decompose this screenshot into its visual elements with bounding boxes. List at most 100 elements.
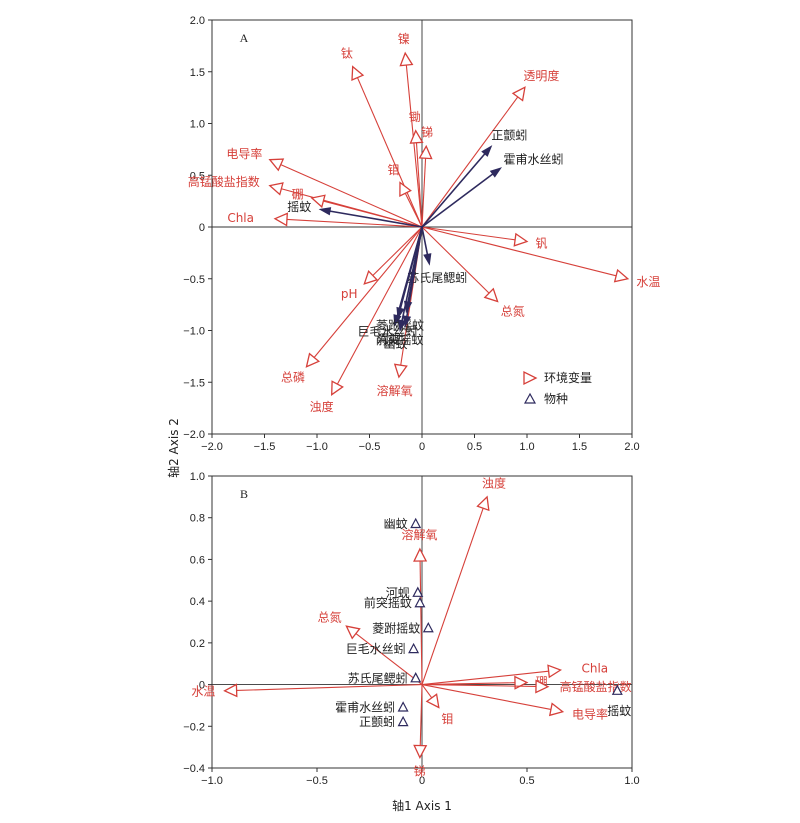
env-label: 浊度 — [482, 476, 506, 491]
legend-species-label: 物种 — [544, 392, 568, 406]
species-label: 摇蚊 — [287, 199, 311, 214]
env-label: 溶解氧 — [377, 383, 413, 398]
env-vector-高锰酸盐指数 — [421, 679, 550, 694]
legend-env-label: 环境变量 — [544, 370, 592, 385]
env-label: 溶解氧 — [401, 527, 437, 542]
panel-a-ytick-label: −2.0 — [183, 429, 205, 441]
species-vector-河蚬 — [393, 226, 423, 327]
env-vector-电导率 — [421, 684, 565, 717]
env-vector-溶解氧 — [413, 547, 428, 685]
env-arrow-line — [356, 77, 423, 228]
y-axis-label: 轴2 Axis 2 — [166, 418, 181, 478]
env-arrow-line — [421, 226, 617, 277]
species-arrowhead — [423, 253, 432, 266]
env-label: Chla — [581, 662, 608, 676]
x-axis-label: 轴1 Axis 1 — [392, 798, 452, 813]
species-arrow-line — [396, 226, 423, 316]
species-point-河蚬 — [412, 586, 424, 597]
panel-b-ytick-label: −0.2 — [183, 721, 205, 733]
env-label: Chla — [227, 211, 254, 225]
env-arrowhead — [409, 129, 424, 144]
env-vector-镍 — [399, 51, 423, 228]
panel-b-xtick-label: 0.5 — [519, 775, 534, 787]
env-vector-锑 — [413, 684, 428, 760]
env-arrowhead — [547, 664, 563, 679]
species-arrowhead — [402, 315, 412, 328]
env-label: pH — [341, 287, 358, 301]
species-point-label: 正颤蚓 — [359, 714, 395, 729]
legend-species-marker — [523, 392, 537, 404]
species-vector-正颤蚓 — [421, 145, 493, 228]
panel-a-xtick-label: −0.5 — [359, 441, 381, 453]
env-label: 钼 — [387, 163, 399, 177]
species-point-菱跗摇蚊 — [422, 621, 434, 633]
env-arrowhead — [483, 287, 499, 303]
env-label: 高锰酸盐指数 — [188, 174, 260, 189]
env-label: 高锰酸盐指数 — [560, 679, 632, 694]
species-point-label: 河蚬 — [386, 585, 410, 600]
env-label: 锑 — [421, 125, 433, 139]
env-arrow-line — [280, 164, 423, 228]
env-vector-Chla — [421, 664, 563, 686]
env-label: 总磷 — [281, 370, 305, 385]
panel-a-xtick-label: −2.0 — [201, 441, 223, 453]
env-arrow-line — [415, 142, 423, 228]
env-arrow-line — [323, 200, 423, 228]
species-point-label: 前突摇蚊 — [364, 595, 412, 610]
env-arrow-line — [355, 633, 423, 686]
env-arrow-line — [421, 508, 484, 685]
panel-a-ytick-label: 1.5 — [190, 67, 205, 79]
panel-b-ytick-label: 0 — [199, 680, 205, 692]
env-arrow-line — [419, 560, 423, 685]
species-arrow-line — [421, 226, 429, 255]
species-vector-摇蚊 — [318, 207, 423, 228]
species-label: 正颤蚓 — [491, 128, 527, 143]
panel-b-ytick-label: −0.4 — [183, 763, 205, 775]
env-label: 总氮 — [318, 610, 342, 625]
species-point-label: 摇蚊 — [607, 703, 631, 718]
env-vector-钼 — [399, 181, 423, 228]
env-arrow-line — [421, 684, 552, 710]
env-label: 透明度 — [523, 68, 559, 83]
env-vector-总氮 — [421, 226, 499, 303]
env-arrowhead — [418, 144, 433, 160]
env-arrowhead — [514, 675, 529, 690]
env-vector-钛 — [351, 65, 423, 228]
panel-a-xtick-label: −1.0 — [306, 441, 328, 453]
species-label: 河蚬 — [377, 331, 401, 346]
panel-a-ytick-label: 1.0 — [190, 119, 205, 131]
species-point-幽蚊 — [410, 517, 422, 529]
env-label: 钼 — [441, 712, 453, 726]
env-vector-总氮 — [345, 625, 423, 686]
species-point-摇蚊 — [611, 684, 623, 695]
species-point-正颤蚓 — [397, 715, 409, 727]
env-label: 浊度 — [310, 399, 334, 414]
env-label: 水温 — [191, 684, 215, 698]
panel-a-ytick-label: −1.0 — [183, 326, 205, 338]
env-arrowhead — [268, 182, 284, 196]
env-vector-总磷 — [305, 226, 423, 368]
env-arrowhead — [613, 268, 630, 283]
species-arrowhead — [318, 207, 332, 216]
species-point-巨毛水丝蚓 — [408, 642, 420, 654]
panel-a-xtick-label: −1.5 — [254, 441, 276, 453]
env-label: 镍 — [398, 32, 410, 46]
env-label: 锑 — [413, 765, 425, 779]
env-arrow-line — [336, 226, 423, 385]
env-arrow-line — [405, 65, 423, 228]
env-arrowhead — [425, 693, 440, 709]
env-vector-硼 — [310, 194, 423, 228]
panel-b-ytick-label: 0.8 — [190, 513, 205, 525]
panel-a-ytick-label: −1.5 — [183, 377, 205, 389]
species-arrow-line — [421, 173, 494, 228]
env-arrowhead — [548, 702, 565, 717]
panel-a-xtick-label: 0 — [419, 441, 425, 453]
env-arrow-line — [286, 218, 423, 228]
species-arrow-line — [421, 153, 486, 228]
env-arrowhead — [413, 547, 428, 562]
panel-b-xtick-label: 0 — [419, 775, 425, 787]
env-vector-锄 — [409, 129, 424, 228]
env-vector-水温 — [421, 226, 630, 283]
panel-b-xtick-label: 1.0 — [624, 775, 639, 787]
legend-env-marker — [523, 370, 538, 386]
